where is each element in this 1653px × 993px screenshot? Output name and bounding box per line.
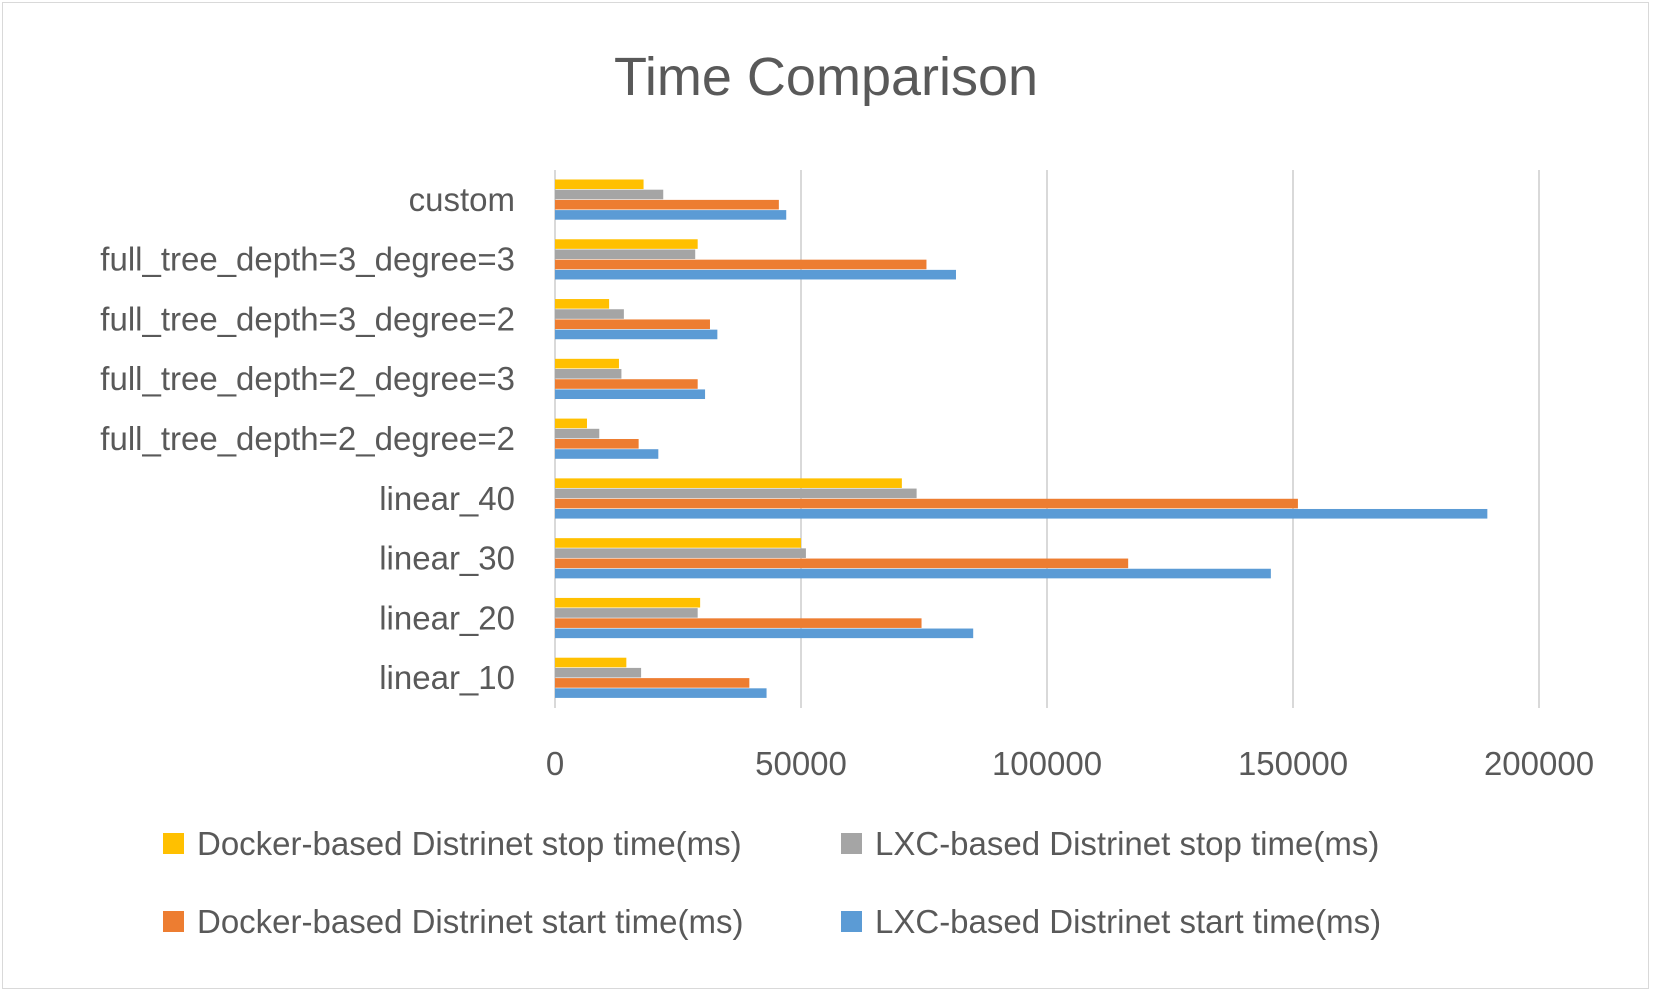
bar	[555, 179, 644, 190]
x-tick-labels: 0 50000 100000 150000 200000	[546, 745, 1594, 782]
x-tick-label: 0	[546, 745, 564, 782]
bar	[555, 558, 1129, 569]
legend: Docker-based Distrinet stop time(ms) LXC-…	[163, 825, 1381, 940]
x-tick-label: 200000	[1484, 745, 1594, 782]
x-tick-label: 150000	[1238, 745, 1348, 782]
bar	[555, 249, 696, 260]
bar	[555, 548, 806, 558]
bar	[555, 210, 787, 220]
bar	[555, 439, 639, 449]
legend-label: Docker-based Distrinet stop time(ms)	[197, 825, 742, 862]
bar	[555, 597, 701, 608]
bar	[555, 189, 664, 200]
category-label: linear_10	[379, 659, 515, 696]
category-label: linear_30	[379, 540, 515, 577]
bars	[555, 179, 1488, 698]
bar	[555, 269, 956, 280]
bar	[555, 508, 1488, 519]
bar	[555, 667, 642, 678]
legend-swatch	[841, 911, 862, 932]
bar	[555, 688, 767, 698]
bar	[555, 418, 587, 429]
category-label: full_tree_depth=3_degree=2	[100, 300, 515, 337]
bar	[555, 199, 779, 210]
bar	[555, 299, 610, 309]
bar	[555, 319, 710, 330]
legend-swatch	[163, 833, 184, 854]
legend-swatch	[841, 833, 862, 854]
bar	[555, 358, 619, 369]
bar	[555, 389, 706, 400]
bar	[555, 618, 922, 628]
bar	[555, 538, 801, 548]
bar	[555, 449, 659, 459]
legend-label: LXC-based Distrinet stop time(ms)	[875, 825, 1379, 862]
bar	[555, 478, 902, 488]
category-label: linear_20	[379, 599, 515, 636]
category-label: full_tree_depth=3_degree=3	[100, 241, 515, 278]
bar	[555, 488, 917, 499]
x-tick-label: 100000	[992, 745, 1102, 782]
bar	[555, 239, 698, 249]
bar	[555, 608, 698, 618]
x-tick-label: 50000	[755, 745, 847, 782]
bar	[555, 369, 622, 379]
bar	[555, 568, 1271, 579]
category-label: custom	[409, 181, 515, 218]
bar	[555, 428, 600, 439]
bar	[555, 678, 750, 688]
legend-label: LXC-based Distrinet start time(ms)	[875, 903, 1381, 940]
category-label: linear_40	[379, 480, 515, 517]
bar	[555, 657, 627, 668]
bar	[555, 628, 974, 639]
bar	[555, 259, 927, 270]
chart-title: Time Comparison	[614, 47, 1038, 107]
bar	[555, 379, 698, 389]
category-labels: custom full_tree_depth=3_degree=3 full_tre…	[100, 181, 515, 696]
category-label: full_tree_depth=2_degree=3	[100, 360, 515, 397]
legend-label: Docker-based Distrinet start time(ms)	[197, 903, 743, 940]
category-label: full_tree_depth=2_degree=2	[100, 420, 515, 457]
bar	[555, 309, 624, 319]
legend-swatch	[163, 911, 184, 932]
bar	[555, 498, 1298, 509]
bar	[555, 329, 718, 340]
